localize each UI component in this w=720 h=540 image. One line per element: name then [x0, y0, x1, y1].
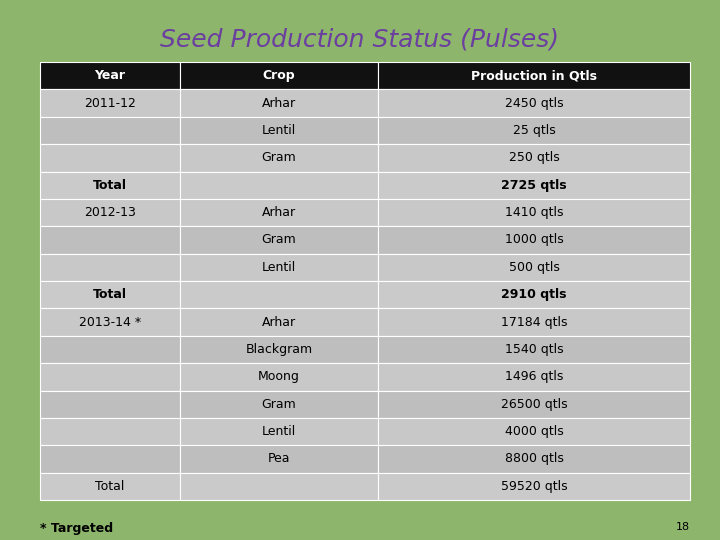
Bar	[180, 199, 378, 226]
Bar	[180, 363, 378, 390]
Text: Total: Total	[93, 179, 127, 192]
Text: Total: Total	[93, 288, 127, 301]
Text: Year: Year	[94, 69, 125, 82]
Text: Production in Qtls: Production in Qtls	[471, 69, 597, 82]
Text: Gram: Gram	[261, 233, 296, 246]
Text: 1410 qtls: 1410 qtls	[505, 206, 563, 219]
Bar	[180, 62, 378, 90]
Bar	[40, 254, 180, 281]
Text: Lentil: Lentil	[262, 124, 296, 137]
Text: 2013-14 *: 2013-14 *	[78, 315, 141, 328]
Bar	[378, 472, 690, 500]
Bar	[378, 62, 690, 90]
Bar	[378, 281, 690, 308]
Text: Blackgram: Blackgram	[246, 343, 312, 356]
Bar	[180, 446, 378, 472]
Bar	[180, 472, 378, 500]
Text: 4000 qtls: 4000 qtls	[505, 425, 563, 438]
Bar	[40, 281, 180, 308]
Text: Seed Production Status (Pulses): Seed Production Status (Pulses)	[161, 28, 559, 52]
Text: * Targeted: * Targeted	[40, 522, 113, 535]
Text: 1000 qtls: 1000 qtls	[505, 233, 563, 246]
Text: Arhar: Arhar	[262, 315, 296, 328]
Text: 2910 qtls: 2910 qtls	[501, 288, 567, 301]
Bar	[378, 418, 690, 446]
Bar	[40, 90, 180, 117]
Bar	[378, 390, 690, 418]
Text: 500 qtls: 500 qtls	[508, 261, 559, 274]
Bar	[378, 144, 690, 172]
Text: Lentil: Lentil	[262, 425, 296, 438]
Bar	[180, 390, 378, 418]
Bar	[180, 336, 378, 363]
Text: 18: 18	[676, 522, 690, 532]
Bar	[378, 199, 690, 226]
Text: Total: Total	[95, 480, 125, 493]
Bar	[378, 117, 690, 144]
Bar	[40, 62, 180, 90]
Text: 2450 qtls: 2450 qtls	[505, 97, 563, 110]
Text: 59520 qtls: 59520 qtls	[500, 480, 567, 493]
Bar	[378, 172, 690, 199]
Text: Crop: Crop	[263, 69, 295, 82]
Text: 2011-12: 2011-12	[84, 97, 136, 110]
Text: 250 qtls: 250 qtls	[508, 151, 559, 164]
Bar	[40, 199, 180, 226]
Bar	[40, 472, 180, 500]
Bar	[40, 308, 180, 336]
Bar	[378, 226, 690, 254]
Bar	[180, 144, 378, 172]
Bar	[378, 363, 690, 390]
Bar	[180, 281, 378, 308]
Text: Pea: Pea	[268, 453, 290, 465]
Text: Gram: Gram	[261, 151, 296, 164]
Bar	[378, 336, 690, 363]
Bar	[40, 336, 180, 363]
Bar	[40, 363, 180, 390]
Bar	[378, 446, 690, 472]
Bar	[40, 144, 180, 172]
Text: 25 qtls: 25 qtls	[513, 124, 555, 137]
Bar	[40, 446, 180, 472]
Bar	[40, 418, 180, 446]
Text: 2012-13: 2012-13	[84, 206, 136, 219]
Text: Gram: Gram	[261, 397, 296, 411]
Bar	[180, 172, 378, 199]
Text: Lentil: Lentil	[262, 261, 296, 274]
Bar	[180, 226, 378, 254]
Bar	[378, 254, 690, 281]
Bar	[40, 172, 180, 199]
Text: Arhar: Arhar	[262, 97, 296, 110]
Bar	[40, 117, 180, 144]
Text: 1540 qtls: 1540 qtls	[505, 343, 563, 356]
Bar	[180, 254, 378, 281]
Bar	[180, 418, 378, 446]
Text: Moong: Moong	[258, 370, 300, 383]
Bar	[180, 117, 378, 144]
Bar	[378, 90, 690, 117]
Bar	[40, 390, 180, 418]
Text: 26500 qtls: 26500 qtls	[500, 397, 567, 411]
Text: Arhar: Arhar	[262, 206, 296, 219]
Text: 8800 qtls: 8800 qtls	[505, 453, 564, 465]
Bar	[378, 308, 690, 336]
Text: 2725 qtls: 2725 qtls	[501, 179, 567, 192]
Bar	[180, 90, 378, 117]
Bar	[180, 308, 378, 336]
Text: 1496 qtls: 1496 qtls	[505, 370, 563, 383]
Bar	[40, 226, 180, 254]
Text: 17184 qtls: 17184 qtls	[500, 315, 567, 328]
